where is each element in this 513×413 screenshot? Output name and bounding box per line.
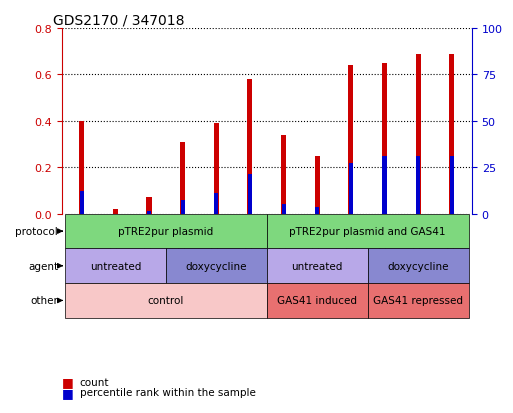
Bar	[450, 156, 454, 214]
Bar	[449, 55, 455, 214]
Text: GAS41 repressed: GAS41 repressed	[373, 296, 463, 306]
Text: control: control	[148, 296, 184, 306]
Bar	[147, 212, 151, 214]
Text: pTRE2pur plasmid and GAS41: pTRE2pur plasmid and GAS41	[289, 227, 446, 237]
Text: percentile rank within the sample: percentile rank within the sample	[80, 387, 255, 397]
Text: protocol: protocol	[15, 227, 58, 237]
Bar	[65, 249, 166, 283]
Bar	[368, 283, 468, 318]
Bar	[247, 80, 252, 214]
Bar	[315, 207, 319, 214]
Text: GDS2170 / 347018: GDS2170 / 347018	[53, 14, 185, 28]
Bar	[113, 210, 118, 214]
Bar	[214, 193, 219, 214]
Bar	[147, 198, 151, 214]
Bar	[180, 142, 185, 214]
Bar	[267, 249, 368, 283]
Text: count: count	[80, 377, 109, 387]
Text: untreated: untreated	[90, 261, 141, 271]
Bar	[166, 249, 267, 283]
Bar	[416, 156, 420, 214]
Text: doxycycline: doxycycline	[186, 261, 247, 271]
Bar	[383, 156, 386, 214]
Text: GAS41 induced: GAS41 induced	[277, 296, 357, 306]
Bar	[368, 249, 468, 283]
Bar	[79, 121, 84, 214]
Text: other: other	[30, 296, 58, 306]
Bar	[349, 163, 353, 214]
Bar	[248, 175, 252, 214]
Bar	[267, 283, 368, 318]
Text: agent: agent	[28, 261, 58, 271]
Bar	[65, 283, 267, 318]
Bar	[65, 214, 267, 249]
Bar	[80, 191, 84, 214]
Bar	[281, 135, 286, 214]
Text: ■: ■	[62, 375, 73, 389]
Bar	[282, 205, 286, 214]
Bar	[348, 66, 353, 214]
Bar	[314, 156, 320, 214]
Bar	[382, 64, 387, 214]
Bar	[181, 200, 185, 214]
Bar	[214, 124, 219, 214]
Bar	[416, 55, 421, 214]
Bar	[267, 214, 468, 249]
Text: ■: ■	[62, 386, 73, 399]
Text: doxycycline: doxycycline	[387, 261, 449, 271]
Text: untreated: untreated	[291, 261, 343, 271]
Text: pTRE2pur plasmid: pTRE2pur plasmid	[118, 227, 213, 237]
